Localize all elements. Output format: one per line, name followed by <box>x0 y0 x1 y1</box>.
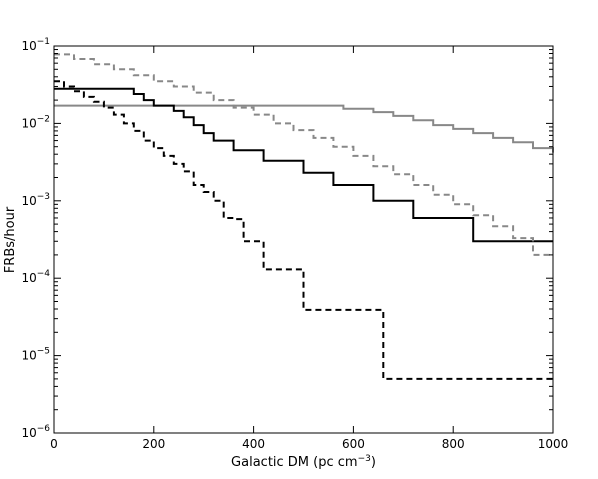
y-tick-label: 10−6 <box>21 424 50 440</box>
y-tick-base: 10 <box>21 194 36 208</box>
series-line-2 <box>54 87 553 243</box>
x-tick-label: 400 <box>242 437 265 451</box>
y-tick-label: 10−3 <box>21 192 50 208</box>
y-tick-base: 10 <box>21 349 36 363</box>
x-axis-label-text: Galactic DM (pc cm <box>231 455 358 470</box>
y-tick-base: 10 <box>21 116 36 130</box>
y-tick-base: 10 <box>21 426 36 440</box>
y-tick-exp: −5 <box>37 347 50 357</box>
x-tick-label: 200 <box>142 437 165 451</box>
y-tick-label: 10−5 <box>21 347 50 363</box>
y-axis-label: FRBs/hour <box>3 206 18 273</box>
x-tick-label: 0 <box>50 437 58 451</box>
x-axis-label: Galactic DM (pc cm−3) <box>231 454 376 470</box>
y-tick-label: 10−4 <box>21 269 50 285</box>
y-tick-base: 10 <box>21 271 36 285</box>
x-axis-label-sup: −3 <box>358 454 371 464</box>
y-tick-base: 10 <box>21 39 36 53</box>
series-line-4 <box>54 80 553 380</box>
x-axis: 0 200 400 600 800 1000 <box>50 46 568 451</box>
x-tick-label: 1000 <box>538 437 569 451</box>
y-axis: 10−610−510−410−310−210−1 <box>21 37 553 440</box>
x-tick-label: 800 <box>442 437 465 451</box>
y-tick-exp: −6 <box>37 424 51 434</box>
y-tick-exp: −1 <box>37 37 50 47</box>
y-tick-label: 10−2 <box>21 114 50 130</box>
series-layer <box>54 53 554 380</box>
series-line-3 <box>54 53 553 256</box>
plot-frame <box>53 45 554 434</box>
x-axis-label-close: ) <box>371 455 376 470</box>
y-tick-exp: −2 <box>37 114 50 124</box>
y-tick-label: 10−1 <box>21 37 50 53</box>
y-tick-exp: −4 <box>37 269 51 279</box>
y-tick-exp: −3 <box>37 192 50 202</box>
x-tick-label: 600 <box>342 437 365 451</box>
series-line-1 <box>54 104 554 153</box>
